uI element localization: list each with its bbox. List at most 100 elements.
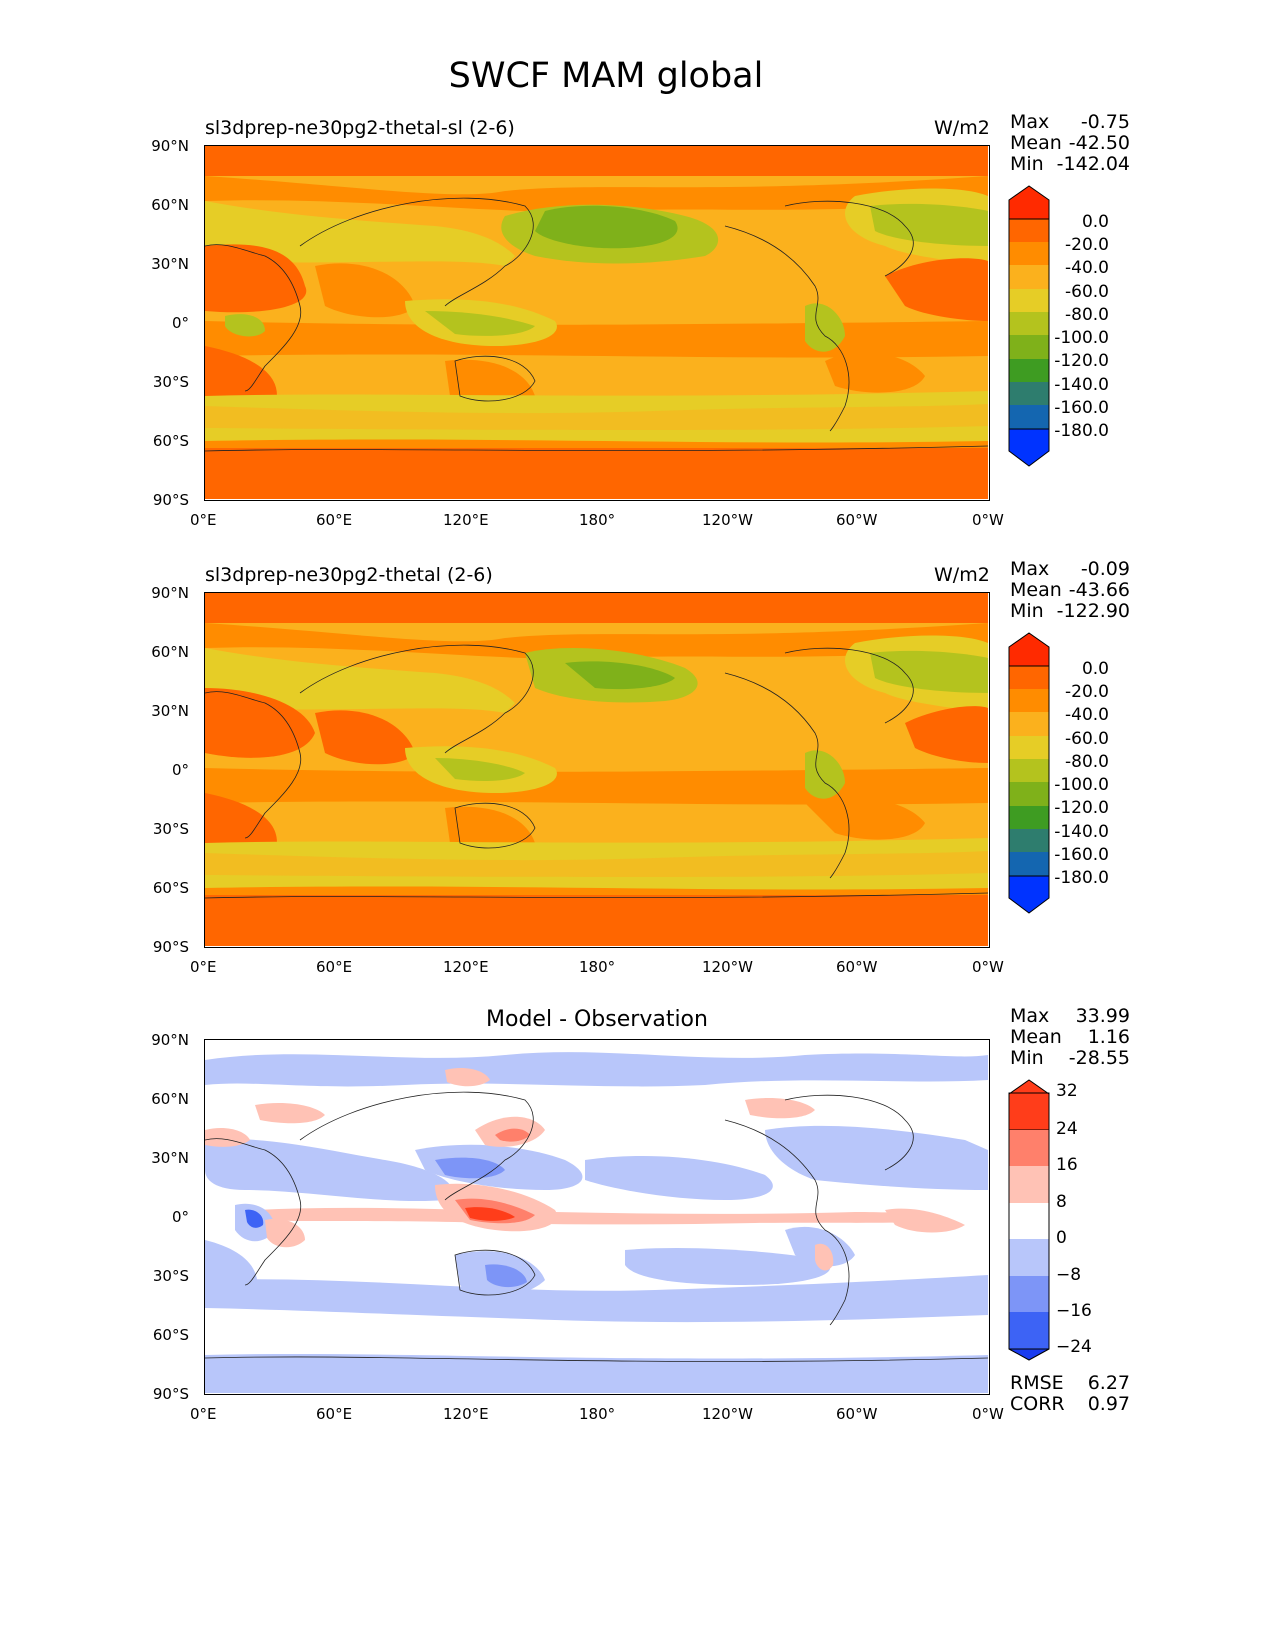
lon-tick: 60°W xyxy=(836,1405,878,1423)
lon-tick: 0°E xyxy=(190,958,217,976)
lat-tick: 90°N xyxy=(151,1031,189,1049)
lat-tick: 60°S xyxy=(152,432,189,450)
colorbar-label: -160.0 xyxy=(1054,845,1109,865)
lat-tick: 0° xyxy=(171,761,189,779)
stat-min-label: Min xyxy=(1010,153,1044,175)
panel-title: sl3dprep-ne30pg2-thetal (2-6) xyxy=(205,564,493,586)
lat-tick: 60°S xyxy=(152,1326,189,1344)
lat-tick: 90°S xyxy=(152,491,189,509)
colorbar-label: -140.0 xyxy=(1054,375,1109,395)
lat-tick: 60°S xyxy=(152,879,189,897)
stat-mean-value: -42.50 xyxy=(1068,132,1130,154)
colorbar-label: -180.0 xyxy=(1054,868,1109,888)
stat-max-value: -0.75 xyxy=(1080,111,1130,133)
colorbar-label: -20.0 xyxy=(1065,235,1109,255)
units-label: W/m2 xyxy=(934,564,990,586)
lat-tick: 90°N xyxy=(151,137,189,155)
lon-tick: 120°W xyxy=(702,511,753,529)
colorbar-main-svg xyxy=(1008,185,1050,467)
colorbar-label: -120.0 xyxy=(1054,351,1109,371)
lon-tick: 60°E xyxy=(316,958,353,976)
swcf-map-ref xyxy=(204,592,990,948)
lon-tick: 0°E xyxy=(190,511,217,529)
rmse-label: RMSE xyxy=(1010,1372,1064,1394)
stat-min-value: -122.90 xyxy=(1056,600,1130,622)
colorbar-label: 32 xyxy=(1056,1081,1078,1101)
lat-tick: 30°N xyxy=(151,1149,189,1167)
map-field-ref xyxy=(205,593,988,946)
stat-min-value: -142.04 xyxy=(1056,153,1130,175)
colorbar-label: -100.0 xyxy=(1054,328,1109,348)
lon-tick: 60°W xyxy=(836,511,878,529)
colorbar-label: 24 xyxy=(1056,1119,1078,1139)
swcf-diff-map xyxy=(204,1039,990,1395)
stat-mean-label: Mean xyxy=(1010,579,1062,601)
stat-min-label: Min xyxy=(1010,1047,1044,1069)
stat-min-value: -28.55 xyxy=(1068,1047,1130,1069)
colorbar-label: -160.0 xyxy=(1054,398,1109,418)
figure-title: SWCF MAM global xyxy=(448,56,764,96)
corr-label: CORR xyxy=(1010,1393,1065,1415)
lon-tick: 60°E xyxy=(316,1405,353,1423)
stat-min-label: Min xyxy=(1010,600,1044,622)
lat-tick: 30°S xyxy=(152,373,189,391)
units-label: W/m2 xyxy=(934,117,990,139)
lon-tick: 0°E xyxy=(190,1405,217,1423)
lat-tick: 30°N xyxy=(151,255,189,273)
stat-max-label: Max xyxy=(1010,1005,1050,1027)
panel-title: Model - Observation xyxy=(486,1007,708,1032)
stat-mean-value: -43.66 xyxy=(1068,579,1130,601)
stat-mean-value: 1.16 xyxy=(1087,1026,1130,1048)
map-field-diff xyxy=(205,1040,988,1393)
lat-tick: 60°N xyxy=(151,643,189,661)
lon-tick: 60°W xyxy=(836,958,878,976)
colorbar-main xyxy=(1008,632,1050,914)
lon-tick: 180° xyxy=(579,1405,616,1423)
lat-tick: 30°S xyxy=(152,1267,189,1285)
stat-max-value: -0.09 xyxy=(1080,558,1130,580)
colorbar-label: -140.0 xyxy=(1054,822,1109,842)
lon-tick: 180° xyxy=(579,958,616,976)
colorbar-label: -60.0 xyxy=(1065,729,1109,749)
lon-tick: 120°E xyxy=(443,958,489,976)
lat-tick: 0° xyxy=(171,1208,189,1226)
colorbar-label: -60.0 xyxy=(1065,282,1109,302)
colorbar-label: 0 xyxy=(1056,1228,1067,1248)
colorbar-label: -80.0 xyxy=(1065,752,1109,772)
colorbar-label: -40.0 xyxy=(1065,258,1109,278)
colorbar-main-svg xyxy=(1008,632,1050,914)
colorbar-label: 0.0 xyxy=(1081,212,1109,232)
lon-tick: 120°W xyxy=(702,958,753,976)
colorbar-label: -20.0 xyxy=(1065,682,1109,702)
corr-value: 0.97 xyxy=(1087,1393,1130,1415)
colorbar-label: 8 xyxy=(1056,1192,1067,1212)
lon-tick: 0°W xyxy=(972,511,1004,529)
rmse-value: 6.27 xyxy=(1087,1372,1130,1394)
lat-tick: 60°N xyxy=(151,1090,189,1108)
lon-tick: 0°W xyxy=(972,1405,1004,1423)
lat-tick: 30°S xyxy=(152,820,189,838)
lon-tick: 0°W xyxy=(972,958,1004,976)
colorbar-label: −8 xyxy=(1056,1265,1082,1285)
colorbar-label: -80.0 xyxy=(1065,305,1109,325)
lon-tick: 60°E xyxy=(316,511,353,529)
colorbar-label: -180.0 xyxy=(1054,421,1109,441)
stat-mean-label: Mean xyxy=(1010,1026,1062,1048)
colorbar-diff xyxy=(1008,1079,1050,1361)
colorbar-label: 0.0 xyxy=(1081,659,1109,679)
lon-tick: 120°E xyxy=(443,511,489,529)
colorbar-label: 16 xyxy=(1056,1155,1078,1175)
colorbar-main xyxy=(1008,185,1050,467)
stat-max-label: Max xyxy=(1010,558,1050,580)
lon-tick: 120°E xyxy=(443,1405,489,1423)
stat-max-value: 33.99 xyxy=(1075,1005,1130,1027)
colorbar-label: -100.0 xyxy=(1054,775,1109,795)
lat-tick: 90°S xyxy=(152,938,189,956)
swcf-map-test xyxy=(204,145,990,501)
colorbar-label: -40.0 xyxy=(1065,705,1109,725)
stat-mean-label: Mean xyxy=(1010,132,1062,154)
lat-tick: 30°N xyxy=(151,702,189,720)
colorbar-label: -120.0 xyxy=(1054,798,1109,818)
lat-tick: 90°N xyxy=(151,584,189,602)
colorbar-label: −24 xyxy=(1056,1337,1092,1357)
